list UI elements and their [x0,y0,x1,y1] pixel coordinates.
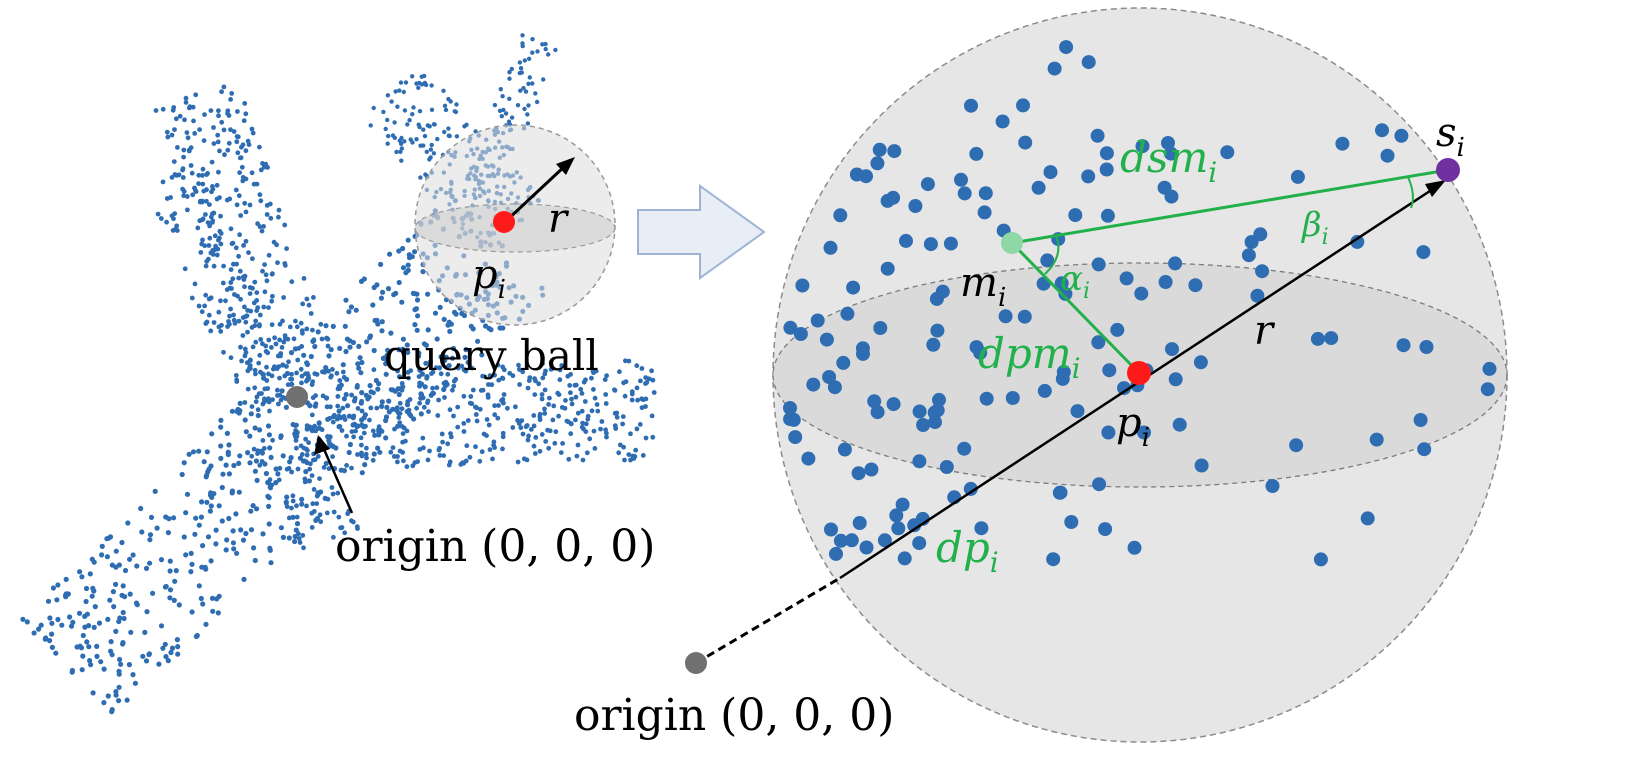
alpha-angle-arc [1044,235,1060,275]
left-origin-arrow [314,435,354,514]
left-center-point-pi [493,211,515,233]
neighborhood-points [783,40,1497,567]
mi-label: mi [960,260,1006,313]
right-pi-label: pi [1116,400,1150,453]
mean-point-mi [1001,232,1023,254]
alpha-label: αi [1060,259,1090,304]
transition-arrow-icon [637,184,766,280]
left-origin-label: origin (0, 0, 0) [335,521,655,572]
si-label: si [1436,110,1465,163]
origin-to-p-dashed-line [695,576,841,665]
left-r-label: r [548,196,570,242]
dp-label: dpi [936,523,999,579]
right-r-label: r [1254,308,1276,354]
green-measure-lines [1010,168,1449,375]
query-ball [414,124,616,326]
right-center-point-pi [1127,361,1151,385]
query-ball-label: query ball [384,331,599,380]
right-origin-label: origin (0, 0, 0) [574,690,894,741]
right-origin-point [685,652,707,674]
dpm-label: dpmi [978,329,1081,385]
left-origin-point [286,386,308,408]
left-pi-label: pi [472,252,506,305]
left-radius-arrow [503,157,575,224]
dsm-label: dsmi [1120,133,1217,189]
sample-point-si [1436,158,1460,182]
beta-angle-arc [1407,176,1414,209]
beta-label: βi [1300,205,1329,250]
